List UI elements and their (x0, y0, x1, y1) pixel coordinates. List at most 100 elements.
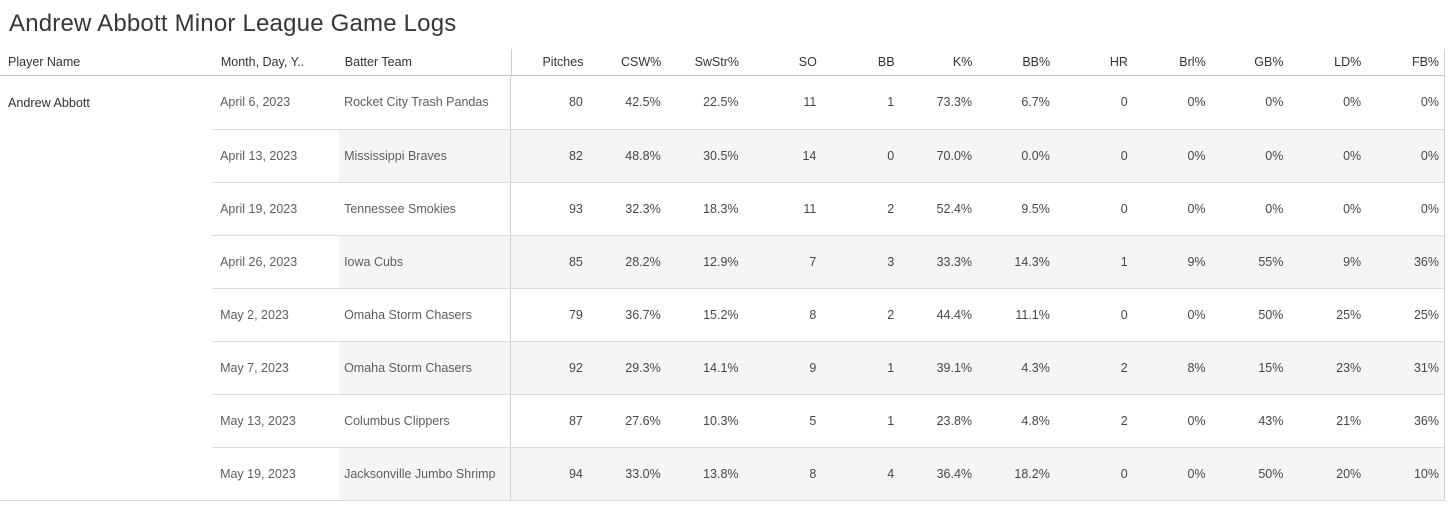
value-cell-swstr-pct[interactable]: 30.5% (665, 130, 744, 182)
value-cell-csw-pct[interactable]: 32.3% (625, 201, 661, 216)
value-cell-bb[interactable]: 2 (887, 201, 895, 216)
value-cell-bb-pct[interactable]: 4.8% (1021, 413, 1050, 428)
column-header-hr[interactable]: HR (1109, 55, 1128, 69)
value-cell-bb[interactable]: 0 (821, 130, 900, 182)
column-header-pitches[interactable]: Pitches (510, 49, 589, 75)
value-cell-gb-pct[interactable]: 55% (1210, 236, 1289, 288)
column-header-fb-pct[interactable]: FB% (1411, 55, 1440, 69)
value-cell-k-pct[interactable]: 70.0% (899, 130, 978, 182)
value-cell-bb[interactable]: 1 (887, 95, 895, 110)
value-cell-gb-pct[interactable]: 50% (1258, 307, 1284, 322)
team-cell[interactable]: Tennessee Smokies (344, 201, 456, 216)
value-cell-hr[interactable]: 0 (1120, 201, 1128, 216)
value-cell-fb-pct[interactable]: 25% (1413, 307, 1439, 322)
value-cell-hr[interactable]: 2 (1054, 342, 1133, 394)
date-cell[interactable]: April 13, 2023 (220, 148, 298, 163)
value-cell-so[interactable]: 5 (809, 413, 817, 428)
value-cell-pitches[interactable]: 92 (510, 342, 588, 394)
value-cell-bb-pct[interactable]: 14.3% (977, 236, 1055, 288)
value-cell-brl-pct[interactable]: 9% (1132, 236, 1211, 288)
column-header-player-name[interactable]: Player Name (8, 55, 81, 69)
column-header-brl-pct[interactable]: Brl% (1179, 55, 1206, 69)
value-cell-k-pct[interactable]: 39.1% (899, 342, 978, 394)
team-cell[interactable]: Omaha Storm Chasers (344, 307, 472, 322)
value-cell-hr[interactable]: 0 (1054, 448, 1133, 500)
date-cell[interactable]: May 19, 2023 (220, 466, 296, 481)
value-cell-bb-pct[interactable]: 18.2% (977, 448, 1055, 500)
value-cell-bb-pct[interactable]: 11.1% (1015, 307, 1050, 322)
value-cell-k-pct[interactable]: 73.3% (936, 95, 973, 110)
value-cell-hr[interactable]: 0 (1120, 95, 1128, 110)
column-header-month-day-year[interactable]: Month, Day, Y.. (220, 55, 305, 69)
value-cell-pitches[interactable]: 87 (510, 395, 588, 447)
value-cell-hr[interactable]: 1 (1054, 236, 1133, 288)
value-cell-ld-pct[interactable]: 0% (1343, 95, 1362, 110)
team-cell[interactable]: Mississippi Braves (339, 130, 511, 182)
date-cell[interactable]: May 7, 2023 (220, 360, 289, 375)
column-header-bb[interactable]: BB (877, 55, 895, 69)
value-cell-hr[interactable]: 0 (1120, 307, 1128, 322)
value-cell-bb-pct[interactable]: 0.0% (977, 130, 1055, 182)
value-cell-fb-pct[interactable]: 10% (1366, 448, 1444, 500)
value-cell-ld-pct[interactable]: 0% (1343, 201, 1362, 216)
column-header-so[interactable]: SO (798, 55, 817, 69)
column-header-csw-pct[interactable]: CSW% (620, 55, 662, 69)
value-cell-csw-pct[interactable]: 48.8% (587, 130, 666, 182)
column-header-k-pct[interactable]: K% (952, 55, 973, 69)
table-row[interactable]: May 19, 2023 Jacksonville Jumbo Shrimp 94 3… (212, 447, 1444, 500)
value-cell-csw-pct[interactable]: 36.7% (625, 307, 661, 322)
value-cell-brl-pct[interactable]: 0% (1187, 201, 1206, 216)
value-cell-brl-pct[interactable]: 0% (1187, 95, 1206, 110)
value-cell-swstr-pct[interactable]: 22.5% (703, 95, 739, 110)
value-cell-fb-pct[interactable]: 36% (1413, 413, 1439, 428)
table-row[interactable]: May 13, 2023 Columbus Clippers 87 27.6% 10.3… (212, 394, 1444, 447)
value-cell-gb-pct[interactable]: 50% (1210, 448, 1289, 500)
value-cell-brl-pct[interactable]: 0% (1187, 307, 1206, 322)
value-cell-bb[interactable]: 2 (887, 307, 895, 322)
value-cell-swstr-pct[interactable]: 15.2% (703, 307, 739, 322)
table-row[interactable]: April 13, 2023 Mississippi Braves 82 48.8% 3… (212, 129, 1444, 182)
team-cell[interactable]: Columbus Clippers (344, 413, 450, 428)
table-row[interactable]: April 26, 2023 Iowa Cubs 85 28.2% 12.9% 7 3 33.… (212, 235, 1444, 288)
value-cell-fb-pct[interactable]: 31% (1366, 342, 1444, 394)
value-cell-fb-pct[interactable]: 0% (1420, 95, 1439, 110)
value-cell-hr[interactable]: 2 (1120, 413, 1128, 428)
value-cell-pitches[interactable]: 82 (510, 130, 588, 182)
value-cell-k-pct[interactable]: 52.4% (936, 201, 973, 216)
value-cell-ld-pct[interactable]: 23% (1288, 342, 1367, 394)
value-cell-k-pct[interactable]: 33.3% (899, 236, 978, 288)
value-cell-csw-pct[interactable]: 33.0% (587, 448, 666, 500)
team-cell[interactable]: Jacksonville Jumbo Shrimp (339, 448, 511, 500)
date-cell[interactable]: May 2, 2023 (220, 307, 289, 322)
team-cell[interactable]: Omaha Storm Chasers (339, 342, 511, 394)
value-cell-so[interactable]: 9 (743, 342, 822, 394)
value-cell-so[interactable]: 11 (803, 201, 817, 216)
table-row[interactable]: May 2, 2023 Omaha Storm Chasers 79 36.7% 15.… (212, 288, 1444, 341)
value-cell-gb-pct[interactable]: 0% (1265, 201, 1284, 216)
value-cell-ld-pct[interactable]: 21% (1336, 413, 1362, 428)
value-cell-pitches[interactable]: 80 (510, 76, 588, 129)
column-header-ld-pct[interactable]: LD% (1334, 55, 1362, 69)
value-cell-ld-pct[interactable]: 9% (1288, 236, 1367, 288)
value-cell-brl-pct[interactable]: 0% (1132, 448, 1211, 500)
value-cell-k-pct[interactable]: 44.4% (936, 307, 973, 322)
value-cell-k-pct[interactable]: 36.4% (899, 448, 978, 500)
value-cell-bb[interactable]: 1 (821, 342, 900, 394)
value-cell-so[interactable]: 11 (803, 95, 817, 110)
value-cell-bb-pct[interactable]: 4.3% (977, 342, 1055, 394)
table-row[interactable]: May 7, 2023 Omaha Storm Chasers 92 29.3% 14.… (212, 341, 1444, 394)
value-cell-bb-pct[interactable]: 6.7% (1021, 95, 1050, 110)
value-cell-fb-pct[interactable]: 0% (1420, 201, 1439, 216)
value-cell-gb-pct[interactable]: 15% (1210, 342, 1289, 394)
team-cell[interactable]: Rocket City Trash Pandas (344, 95, 489, 110)
value-cell-swstr-pct[interactable]: 10.3% (703, 413, 739, 428)
value-cell-so[interactable]: 8 (809, 307, 817, 322)
column-header-gb-pct[interactable]: GB% (1254, 55, 1284, 69)
table-row[interactable]: April 19, 2023 Tennessee Smokies 93 32.3% 18… (212, 182, 1444, 235)
value-cell-csw-pct[interactable]: 42.5% (625, 95, 661, 110)
value-cell-gb-pct[interactable]: 0% (1210, 130, 1289, 182)
date-cell[interactable]: April 6, 2023 (220, 95, 291, 110)
value-cell-brl-pct[interactable]: 0% (1132, 130, 1211, 182)
value-cell-gb-pct[interactable]: 43% (1258, 413, 1284, 428)
column-header-batter-team[interactable]: Batter Team (344, 55, 412, 69)
